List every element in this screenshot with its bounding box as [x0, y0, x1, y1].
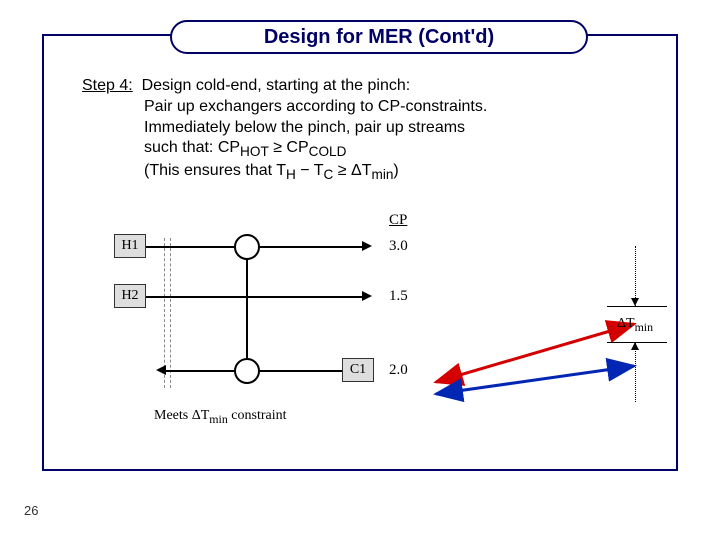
slide-frame: Design for MER (Cont'd) Step 4: Design c…: [42, 34, 678, 471]
step-line3-wrap: Immediately below the pinch, pair up str…: [144, 118, 652, 139]
dtmin-dotted-top: [635, 246, 636, 306]
stream-box-h1: H1: [114, 234, 146, 258]
step-label: Step 4:: [82, 77, 133, 94]
cp-h1: 3.0: [389, 238, 408, 255]
pinch-line-2: [170, 238, 171, 388]
dtmin-text: ΔTmin: [617, 316, 653, 335]
stream-box-h2: H2: [114, 284, 146, 308]
step-line5: (This ensures that TH − TC ≥ ΔTmin): [144, 161, 652, 184]
exchanger-node-bottom: [234, 358, 260, 384]
exchanger-node-top: [234, 234, 260, 260]
dtmin-indicator: ΔTmin: [599, 246, 674, 436]
arrow-h1: [362, 241, 372, 251]
stream-line-h2: [146, 296, 364, 298]
stream-box-c1: C1: [342, 358, 374, 382]
meets-constraint-label: Meets ΔTmin constraint: [154, 408, 287, 427]
cp-header: CP: [389, 212, 407, 229]
dtmin-dotted-bottom: [635, 342, 636, 402]
cp-c1: 2.0: [389, 362, 408, 379]
dtmin-top-bar: [607, 306, 667, 307]
step4-text: Step 4: Design cold-end, starting at the…: [82, 76, 652, 184]
slide-title: Design for MER (Cont'd): [170, 20, 588, 54]
dtmin-arrow-down: [631, 298, 639, 306]
arrow-c1-left: [156, 365, 166, 375]
exchanger-link: [246, 246, 248, 370]
step-line3b: , pair up streams: [346, 119, 465, 136]
step-line3u: Immediately below the pinch: [144, 119, 346, 136]
page-number: 26: [24, 503, 38, 518]
cp-h2: 1.5: [389, 288, 408, 305]
step-line1: Design cold-end, starting at the pinch:: [142, 77, 411, 94]
step-line2: Pair up exchangers according to CP-const…: [144, 97, 652, 118]
dtmin-arrow-up: [631, 342, 639, 350]
arrow-h2: [362, 291, 372, 301]
stream-diagram: CP H1 3.0 H2 1.5 C1 2.0 Meets ΔTmin cons…: [114, 212, 434, 412]
step-line4: such that: CPHOT ≥ CPCOLD: [144, 138, 652, 161]
